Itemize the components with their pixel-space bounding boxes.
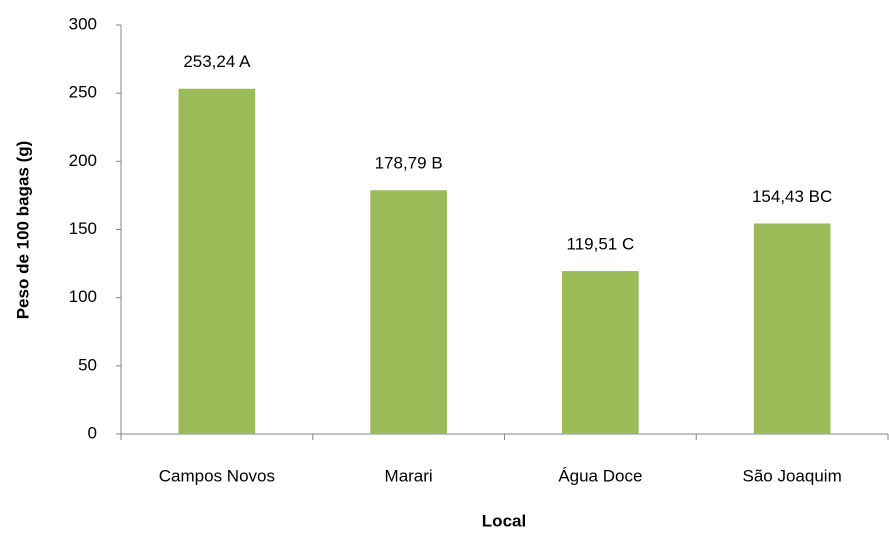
x-tick-label: Marari <box>385 466 433 485</box>
y-tick-label: 100 <box>69 287 97 306</box>
bar <box>753 223 831 434</box>
x-tick-label: Campos Novos <box>159 466 275 485</box>
y-tick-label: 0 <box>88 423 97 442</box>
y-tick-label: 250 <box>69 83 97 102</box>
bar <box>178 88 256 435</box>
value-label: 253,24 A <box>183 52 251 71</box>
value-label: 119,51 C <box>567 235 635 254</box>
bar <box>370 190 447 434</box>
bar <box>562 271 639 434</box>
y-tick-label: 200 <box>69 151 97 170</box>
value-label: 154,43 BC <box>752 187 832 206</box>
x-axis-title: Local <box>482 511 526 530</box>
y-tick-label: 300 <box>69 14 97 33</box>
y-axis-title: Peso de 100 bagas (g) <box>13 141 32 320</box>
value-label: 178,79 B <box>375 154 443 173</box>
y-tick-label: 150 <box>69 219 97 238</box>
x-tick-label: São Joaquim <box>743 466 842 485</box>
x-tick-label: Água Doce <box>558 466 642 485</box>
y-tick-label: 50 <box>78 355 97 374</box>
